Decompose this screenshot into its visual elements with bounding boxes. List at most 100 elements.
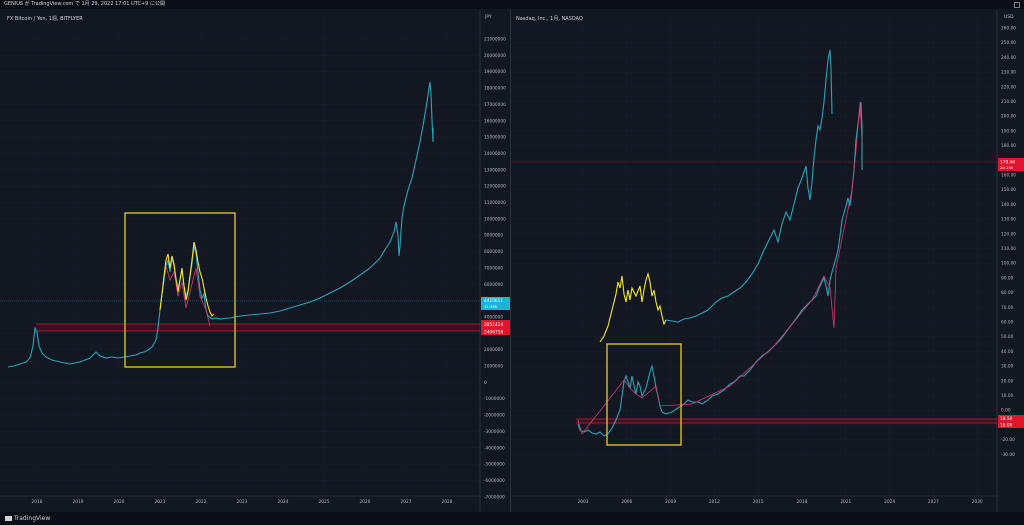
chart-pane-nasdaq[interactable]: 2003 2006 2009 2012 2015 2018 2021 2024 2027 2030…: [512, 10, 1024, 512]
price-tick-label: 240.00: [1001, 55, 1016, 61]
price-badge-sub: 11:39h: [484, 304, 498, 309]
window-title-bar: GENIUS が TradingView.com で 1月 29, 2022 1…: [0, 0, 1024, 9]
highlight-box: [606, 343, 682, 446]
price-tick-label: -20.00: [1001, 437, 1015, 443]
bitcoin-chart-canvas[interactable]: 2018 2019 2020 2021 2022 2023 2024 2025 2026 2027…: [0, 10, 510, 512]
year-tick-label: 2012: [709, 499, 720, 505]
year-tick-label: 2024: [884, 499, 895, 505]
price-tick-label: 8000000: [484, 249, 503, 255]
nasdaq-chart-canvas[interactable]: 2003 2006 2009 2012 2015 2018 2021 2024 2027 2030…: [512, 10, 1024, 512]
price-tick-label: -4000000: [484, 445, 505, 451]
year-tick-label: 2003: [578, 499, 589, 505]
price-badge: [481, 297, 510, 310]
price-tick-label: 0: [484, 380, 487, 386]
year-tick-label: 2023: [237, 499, 248, 505]
year-tick-label: 2019: [73, 499, 84, 505]
price-tick-label: 190.00: [1001, 128, 1016, 134]
price-tick-label: 160.00: [1001, 173, 1016, 179]
year-tick-label: 2022: [196, 499, 207, 505]
price-tick-label: 70.00: [1001, 305, 1014, 311]
price-tick-label: 20000000: [484, 53, 506, 59]
chart-title[interactable]: Nasdaq, Inc., 1月, NASDAQ: [516, 16, 583, 22]
year-tick-label: 2018: [32, 499, 43, 505]
year-tick-label: 2025: [319, 499, 330, 505]
price-tick-label: 9000000: [484, 233, 503, 239]
price-tick-label: 120.00: [1001, 231, 1016, 237]
time-axis: 2003 2006 2009 2012 2015 2018 2021 2024 2027 2030: [512, 495, 997, 505]
price-badge: [998, 158, 1024, 171]
price-tick-label: -2000000: [484, 413, 505, 419]
chart-pane-bitcoin[interactable]: 2018 2019 2020 2021 2022 2023 2024 2025 2026 2027…: [0, 10, 511, 512]
price-tick-label: 12000000: [484, 184, 506, 190]
price-axis: 21000000 20000000 19000000 18000000 17000000…: [484, 37, 506, 501]
price-tick-label: 200.00: [1001, 114, 1016, 120]
price-tick-label: 60.00: [1001, 320, 1014, 326]
overlay-series-teal: [665, 49, 833, 323]
price-tick-label: 21000000: [484, 37, 506, 43]
price-tick-label: 6000000: [484, 282, 503, 288]
price-tick-label: 80.00: [1001, 290, 1014, 296]
price-tick-label: 220.00: [1001, 84, 1016, 90]
price-tick-label: 1000000: [484, 364, 503, 370]
price-tick-label: -5000000: [484, 462, 505, 468]
price-tick-label: 0.00: [1001, 408, 1011, 414]
level-badge-upper: [998, 415, 1024, 421]
year-tick-label: 2028: [442, 499, 453, 505]
price-tick-label: 4000000: [484, 314, 503, 320]
currency-unit: USD: [1004, 15, 1014, 20]
price-tick-label: 20.00: [1001, 378, 1014, 384]
price-tick-label: 13000000: [484, 167, 506, 173]
tradingview-logo[interactable]: TradingView: [5, 515, 50, 522]
year-tick-label: 2030: [972, 499, 983, 505]
price-grid: [512, 10, 997, 496]
nasdaq-price-series: [577, 101, 863, 437]
price-tick-label: 150.00: [1001, 187, 1016, 193]
price-tick-label: -6000000: [484, 478, 505, 484]
tradingview-icon: [5, 516, 12, 521]
support-zone: [36, 324, 480, 331]
overlay-price-series-yellow: [159, 241, 215, 317]
year-tick-label: 2009: [665, 499, 676, 505]
price-tick-label: 30.00: [1001, 364, 1014, 370]
year-tick-label: 2018: [797, 499, 808, 505]
price-badge-value: 179.44: [1000, 160, 1015, 166]
level-badge-lower-value: 16.00: [1000, 423, 1013, 429]
year-tick-label: 2027: [401, 499, 412, 505]
year-tick-label: 2024: [278, 499, 289, 505]
year-tick-label: 2021: [155, 499, 166, 505]
price-tick-label: 19000000: [484, 69, 506, 75]
highlight-box: [124, 212, 236, 368]
support-zone: [576, 419, 997, 423]
price-tick-label: 100.00: [1001, 261, 1016, 267]
price-tick-label: -30.00: [1001, 452, 1015, 458]
price-tick-label: 250.00: [1001, 40, 1016, 46]
level-badge-lower: [481, 328, 510, 335]
price-tick-label: 230.00: [1001, 70, 1016, 76]
nasdaq-price-series-pink: [577, 101, 863, 435]
price-tick-label: 18000000: [484, 86, 506, 92]
chart-title[interactable]: FX Bitcoin / Yen, 1週, BITFLYER: [7, 16, 83, 22]
price-tick-label: -7000000: [484, 494, 505, 500]
year-tick-label: 2020: [114, 499, 125, 505]
level-badge-upper: [481, 320, 510, 328]
year-tick-label: 2006: [621, 499, 632, 505]
price-tick-label: 260.00: [1001, 26, 1016, 32]
level-badge-upper-value: 2851424: [484, 322, 503, 328]
price-tick-label: 210.00: [1001, 99, 1016, 105]
price-tick-label: 110.00: [1001, 246, 1016, 252]
year-tick-label: 2015: [753, 499, 764, 505]
price-tick-label: 14000000: [484, 151, 506, 157]
fullscreen-icon[interactable]: [1014, 1, 1020, 8]
price-grid: [0, 10, 480, 498]
level-badge-lower-value: 2406758: [484, 330, 503, 336]
year-tick-label: 2027: [928, 499, 939, 505]
footer-bar: TradingView: [0, 512, 1024, 525]
price-tick-label: 7000000: [484, 265, 503, 271]
price-tick-label: 140.00: [1001, 202, 1016, 208]
price-axis: 260.00 250.00 240.00 230.00 220.00 210.00 200.…: [1001, 26, 1016, 458]
price-tick-label: 17000000: [484, 102, 506, 108]
price-badge-sub: 2d 15h: [1000, 165, 1014, 170]
footer-logo-text: TradingView: [14, 515, 51, 522]
year-tick-label: 2026: [360, 499, 371, 505]
window-title: GENIUS が TradingView.com で 1月 29, 2022 1…: [4, 1, 165, 7]
